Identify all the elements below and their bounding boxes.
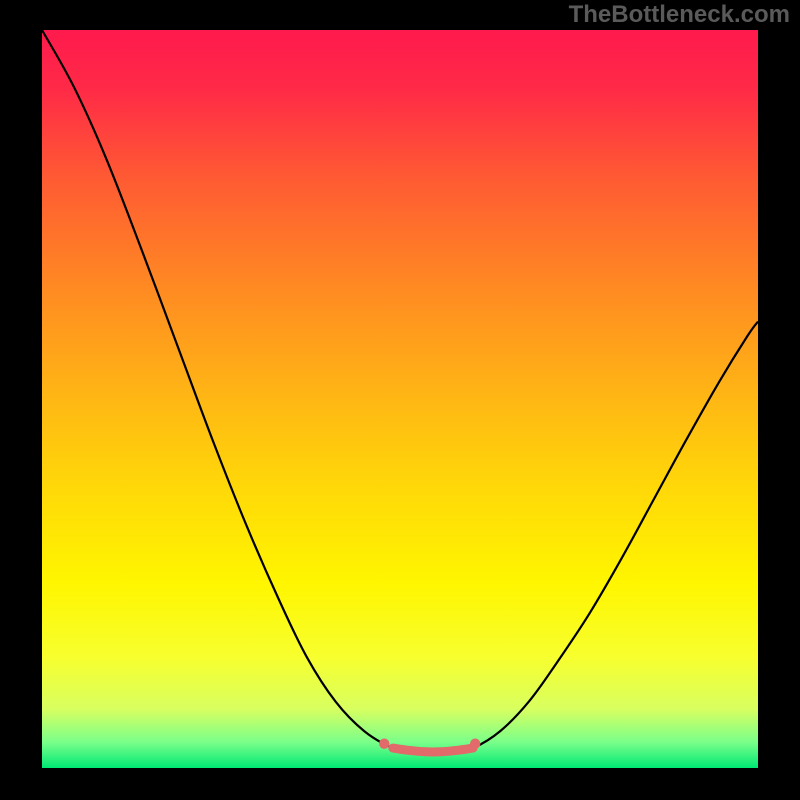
- plot-area: [42, 30, 758, 768]
- gradient-background: [42, 30, 758, 768]
- highlight-dot-right: [470, 738, 480, 748]
- chart-svg: TheBottleneck.com: [0, 0, 800, 800]
- highlight-dot-left: [379, 738, 389, 748]
- chart-root: TheBottleneck.com: [0, 0, 800, 800]
- highlight-segment: [393, 748, 473, 752]
- watermark-text: TheBottleneck.com: [569, 1, 790, 28]
